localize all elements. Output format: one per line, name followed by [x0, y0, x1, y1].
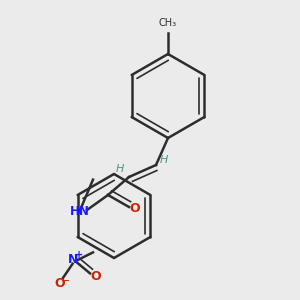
Text: HN: HN [70, 205, 89, 218]
Text: +: + [75, 250, 84, 260]
Text: CH₃: CH₃ [159, 19, 177, 28]
Text: −: − [61, 276, 70, 286]
Text: H: H [159, 155, 168, 166]
Text: O: O [129, 202, 140, 215]
Text: O: O [91, 270, 101, 283]
Text: H: H [116, 164, 124, 175]
Text: O: O [55, 278, 65, 290]
Text: N: N [68, 254, 78, 266]
